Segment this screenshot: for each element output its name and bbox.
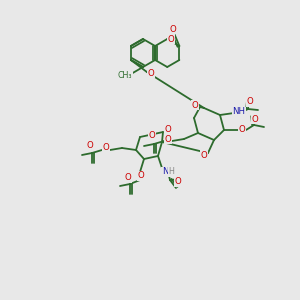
Text: O: O: [148, 68, 154, 77]
Text: O: O: [103, 143, 110, 152]
Text: NH: NH: [232, 107, 245, 116]
Text: O: O: [168, 34, 175, 43]
Text: H: H: [168, 167, 174, 176]
Text: O: O: [238, 124, 245, 134]
Text: CH₃: CH₃: [118, 70, 132, 80]
Text: O: O: [165, 134, 171, 143]
Text: O: O: [148, 131, 155, 140]
Text: O: O: [175, 178, 182, 187]
Text: O: O: [138, 172, 144, 181]
Text: O: O: [124, 173, 131, 182]
Text: O: O: [201, 151, 207, 160]
Text: N: N: [162, 167, 168, 176]
Text: O: O: [170, 25, 177, 34]
Text: O: O: [247, 98, 254, 106]
Text: O: O: [252, 115, 258, 124]
Text: O: O: [87, 142, 93, 151]
Text: O: O: [165, 125, 171, 134]
Text: O: O: [192, 100, 198, 109]
